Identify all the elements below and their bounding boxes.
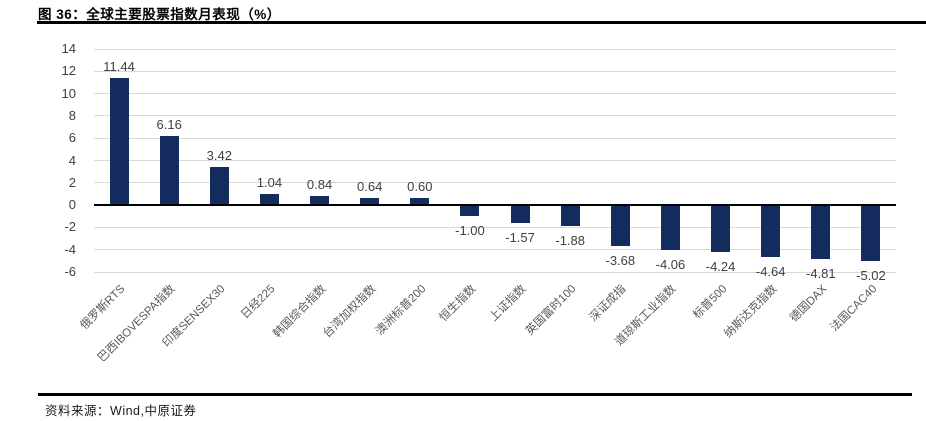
bar-value-label: -4.64 (755, 263, 786, 279)
bar-value-label: 3.42 (206, 147, 232, 163)
y-axis-tick-label: 4 (68, 152, 76, 168)
bar-value-label: -4.24 (705, 259, 736, 275)
bar-value-label: -3.68 (605, 253, 636, 269)
gridline (94, 249, 896, 251)
bar-value-label: -1.00 (455, 223, 485, 239)
gridline (94, 271, 896, 273)
bar (761, 205, 781, 257)
gridline (94, 70, 896, 72)
gridline (94, 226, 896, 228)
y-axis-tick-label: 0 (68, 197, 76, 213)
gridline (94, 160, 896, 161)
y-axis-tick-label: -6 (64, 264, 76, 279)
bar (560, 205, 580, 227)
bar (159, 136, 179, 206)
bar (209, 166, 229, 206)
gridline (94, 182, 896, 184)
y-axis-tick-label: 12 (61, 63, 76, 79)
bar-value-label: -4.06 (655, 257, 686, 273)
bar (310, 195, 330, 206)
bar-value-label: 0.64 (357, 178, 383, 194)
footer-divider (38, 393, 912, 396)
y-axis-tick-label: -4 (64, 241, 76, 257)
gridline (94, 115, 896, 117)
figure-title: 图 36：全球主要股票指数月表现（%） (38, 3, 281, 23)
title-divider (37, 21, 926, 24)
bar (360, 197, 380, 206)
y-axis-tick-label: -2 (64, 219, 76, 235)
source-value: Wind,中原证券 (110, 404, 197, 418)
gridline (94, 137, 896, 139)
y-axis-tick-label: 10 (61, 85, 76, 101)
figure-name: 全球主要股票指数月表现（%） (86, 7, 281, 22)
bar (460, 205, 480, 217)
bar-value-label: 6.16 (156, 117, 182, 133)
y-axis-tick-label: 8 (68, 107, 76, 123)
bar-value-label: 1.04 (256, 174, 283, 190)
y-axis-tick-label: 6 (68, 130, 76, 146)
x-axis-line (94, 204, 896, 207)
bar-value-label: -1.57 (505, 229, 535, 245)
bar-value-label: 11.44 (103, 58, 135, 74)
bar (259, 193, 279, 206)
source-note: 资料来源：Wind,中原证券 (45, 400, 196, 419)
gridline (94, 48, 896, 50)
bar (410, 198, 430, 206)
figure-number: 图 36： (38, 7, 87, 22)
y-axis-tick-label: 2 (68, 174, 76, 190)
bar-value-label: -4.81 (805, 265, 836, 281)
bar-value-label: -5.02 (856, 268, 886, 284)
bar (610, 205, 630, 247)
bar (510, 205, 530, 223)
y-axis-tick-label: 14 (61, 41, 76, 56)
bar (861, 205, 881, 262)
bar-value-label: -1.88 (555, 233, 585, 249)
source-label: 资料来源： (45, 404, 111, 418)
bar-value-label: 0.60 (407, 179, 433, 195)
bar-value-label: 0.84 (306, 176, 333, 192)
bar (811, 205, 831, 259)
gridline (94, 93, 896, 95)
bar (660, 205, 680, 251)
bar (711, 205, 731, 253)
bar (109, 77, 129, 206)
